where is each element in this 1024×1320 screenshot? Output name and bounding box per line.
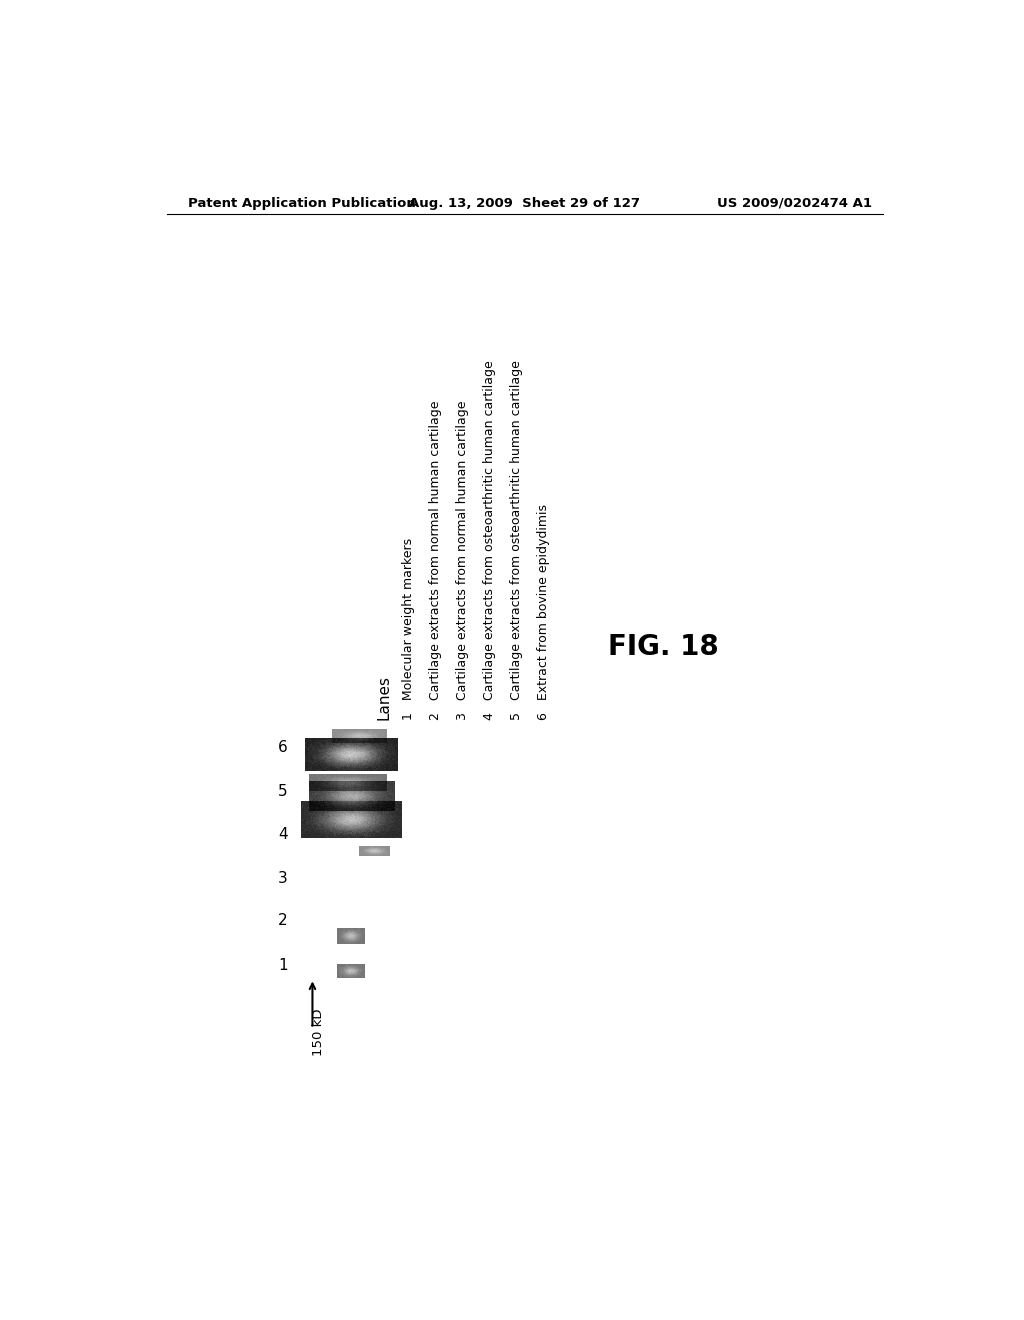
Text: FIG. 18: FIG. 18 xyxy=(608,634,719,661)
Text: 1   Molecular weight markers: 1 Molecular weight markers xyxy=(401,539,415,721)
Text: 2   Cartilage extracts from normal human cartilage: 2 Cartilage extracts from normal human c… xyxy=(429,401,442,721)
Text: 3: 3 xyxy=(279,871,288,886)
Text: 2: 2 xyxy=(279,913,288,928)
Text: 6: 6 xyxy=(279,741,288,755)
Text: Lanes: Lanes xyxy=(377,676,391,721)
Text: 6   Extract from bovine epidydimis: 6 Extract from bovine epidydimis xyxy=(538,504,550,721)
Text: 4   Cartilage extracts from osteoarthritic human cartilage: 4 Cartilage extracts from osteoarthritic… xyxy=(483,360,496,721)
Text: 3   Cartilage extracts from normal human cartilage: 3 Cartilage extracts from normal human c… xyxy=(456,401,469,721)
Text: 150 kD: 150 kD xyxy=(312,1008,326,1056)
Text: 4: 4 xyxy=(279,826,288,842)
Text: US 2009/0202474 A1: US 2009/0202474 A1 xyxy=(717,197,872,210)
Text: 1: 1 xyxy=(279,958,288,973)
Text: Aug. 13, 2009  Sheet 29 of 127: Aug. 13, 2009 Sheet 29 of 127 xyxy=(410,197,640,210)
Text: 5   Cartilage extracts from osteoarthritic human cartilage: 5 Cartilage extracts from osteoarthritic… xyxy=(510,360,523,721)
Text: Patent Application Publication: Patent Application Publication xyxy=(188,197,416,210)
Text: 5: 5 xyxy=(279,784,288,799)
